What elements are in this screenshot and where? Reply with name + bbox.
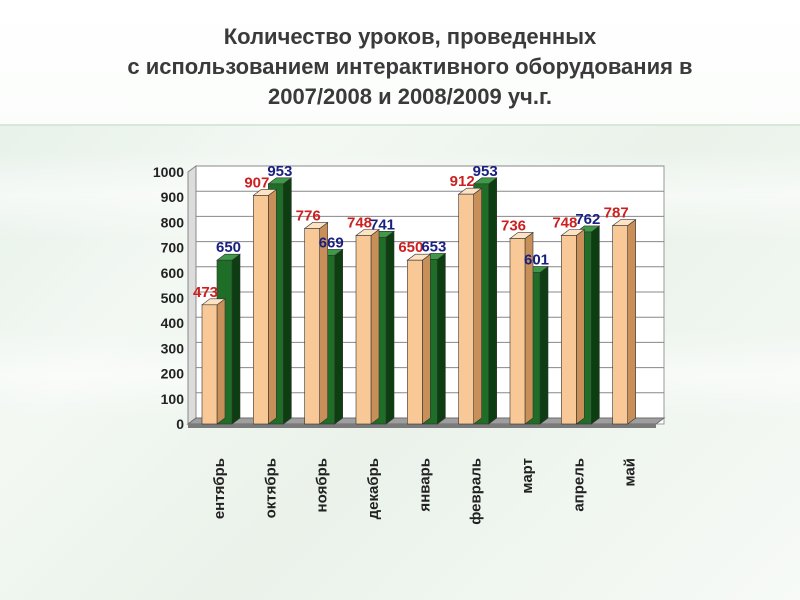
y-tick-label: 700 [161, 240, 185, 256]
bar-series2-side [334, 248, 343, 425]
y-tick-label: 900 [161, 189, 185, 205]
bar-series1 [561, 235, 577, 425]
bar-series2-side [488, 177, 497, 425]
bar-series1 [253, 195, 269, 425]
data-label-series1: 748 [552, 215, 577, 232]
data-label-series1: 907 [244, 174, 269, 191]
y-tick-label: 200 [161, 366, 185, 382]
bar-series2-side [591, 225, 600, 425]
data-label-series2: 650 [216, 239, 241, 256]
data-label-series1: 787 [604, 205, 629, 222]
header-band [0, 0, 800, 126]
bar-series2-side [539, 265, 549, 425]
x-tick-label: ентябрь [211, 458, 228, 519]
slide-title-line-1: Количество уроков, проведенных [223, 24, 597, 49]
slide-title: Количество уроков, проведенных с использ… [40, 22, 780, 112]
bar-series1-side [576, 228, 585, 425]
bar-series1-side [473, 187, 482, 425]
slide-title-line-2: с использованием интерактивного оборудов… [127, 54, 693, 79]
data-label-series2: 653 [421, 238, 446, 255]
bar-series1-side [216, 298, 226, 425]
data-label-series2: 601 [524, 252, 549, 269]
bar-series1 [355, 235, 372, 425]
bar-series1 [407, 259, 423, 425]
y-tick-label: 0 [176, 416, 184, 432]
bar-series1-side [627, 219, 636, 425]
y-tick-label: 500 [161, 290, 185, 306]
data-label-series1: 473 [193, 284, 218, 301]
x-tick-label: декабрь [365, 458, 382, 519]
data-label-series1: 736 [501, 218, 526, 235]
data-label-series2: 953 [473, 163, 498, 180]
x-tick-label: октябрь [262, 458, 279, 518]
bar-series2-side [437, 252, 446, 425]
x-tick-label: февраль [468, 458, 485, 525]
x-tick-label: март [519, 458, 536, 494]
bar-series2-side [385, 230, 395, 425]
data-label-series1: 912 [450, 173, 475, 190]
y-tick-label: 400 [161, 315, 185, 331]
bar-series1-side [370, 228, 380, 425]
bar-series1 [201, 304, 218, 425]
bar-series1 [458, 193, 474, 425]
bar-series1-side [319, 221, 328, 425]
data-label-series1: 650 [398, 239, 423, 256]
y-tick-label: 300 [161, 340, 185, 356]
data-label-series1: 748 [347, 215, 372, 232]
data-label-series1: 776 [296, 207, 321, 224]
bar-series1 [509, 238, 526, 425]
bar-series1 [612, 225, 628, 425]
data-label-series2: 741 [370, 216, 395, 233]
x-tick-label: май [622, 458, 639, 486]
y-tick-label: 100 [161, 391, 185, 407]
bar-series2-side [283, 177, 292, 425]
data-label-series2: 953 [267, 163, 292, 180]
bar-series1-side [422, 253, 431, 425]
bar-series1-side [268, 188, 277, 425]
data-label-series2: 762 [575, 211, 600, 228]
x-tick-label: ноябрь [314, 458, 331, 512]
y-tick-label: 600 [161, 265, 185, 281]
x-tick-label: апрель [570, 458, 587, 512]
bar-series2-side [231, 253, 241, 425]
slide-title-line-3: 2007/2008 и 2008/2009 уч.г. [267, 84, 553, 109]
y-tick-label: 800 [161, 214, 185, 230]
data-label-series2: 669 [319, 234, 344, 251]
bar-series1 [304, 228, 320, 425]
y-tick-label: 1000 [153, 164, 184, 180]
x-tick-label: январь [416, 458, 433, 512]
floor-edge [188, 424, 656, 428]
